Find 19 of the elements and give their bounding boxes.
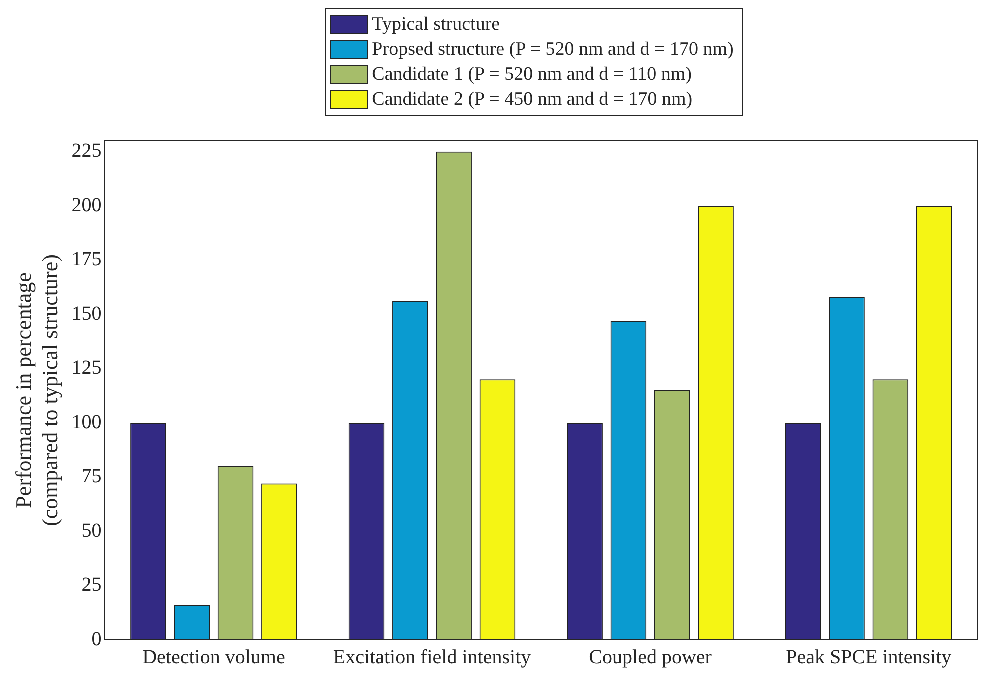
y-tick-label: 0 xyxy=(92,628,102,650)
legend-label: Candidate 2 (P = 450 nm and d = 170 nm) xyxy=(372,88,693,110)
y-tick-label: 225 xyxy=(72,140,102,162)
legend-label: Typical structure xyxy=(372,14,500,36)
y-axis-title: Performance in percentage (compared to typical structure) xyxy=(10,254,62,526)
legend-label: Propsed structure (P = 520 nm and d = 170 nm) xyxy=(372,38,734,60)
x-tick-label: Peak SPCE intensity xyxy=(786,646,952,668)
y-tick-label: 200 xyxy=(72,194,102,216)
y-tick-label: 100 xyxy=(72,411,102,434)
x-tick-label: Coupled power xyxy=(589,646,712,668)
y-tick-label: 175 xyxy=(72,248,102,271)
x-tick-label: Excitation field intensity xyxy=(333,646,532,668)
y-tick-label: 25 xyxy=(82,574,102,596)
legend-label: Candidate 1 (P = 520 nm and d = 110 nm) xyxy=(372,64,692,86)
y-tick-label: 150 xyxy=(72,302,102,325)
x-tick-label: Detection volume xyxy=(142,646,286,668)
y-tick-label: 50 xyxy=(82,520,102,542)
y-tick-label: 125 xyxy=(72,357,102,380)
y-tick-label: 75 xyxy=(82,466,102,488)
